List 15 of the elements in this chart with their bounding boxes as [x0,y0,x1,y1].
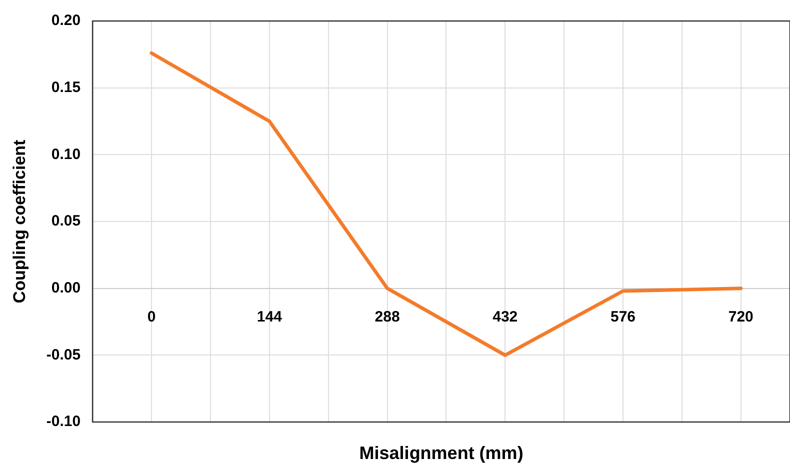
x-tick-label: 720 [728,308,754,326]
y-tick-label: 0.00 [51,279,81,296]
x-tick-label: 288 [374,308,400,326]
x-tick-label: 576 [610,308,636,326]
x-tick-label: 0 [147,308,156,326]
x-axis-title: Misalignment (mm) [359,442,524,463]
y-tick-label: 0.05 [51,212,81,230]
y-axis-title: Coupling coefficient [10,139,29,304]
x-tick-label: 432 [492,308,518,326]
y-tick-label: -0.05 [46,346,81,364]
y-tick-label: 0.20 [51,12,81,30]
y-tick-label: 0.15 [51,78,81,96]
y-tick-label: 0.10 [51,146,81,163]
x-tick-label: 144 [256,308,283,326]
y-tick-label: -0.10 [46,413,81,430]
